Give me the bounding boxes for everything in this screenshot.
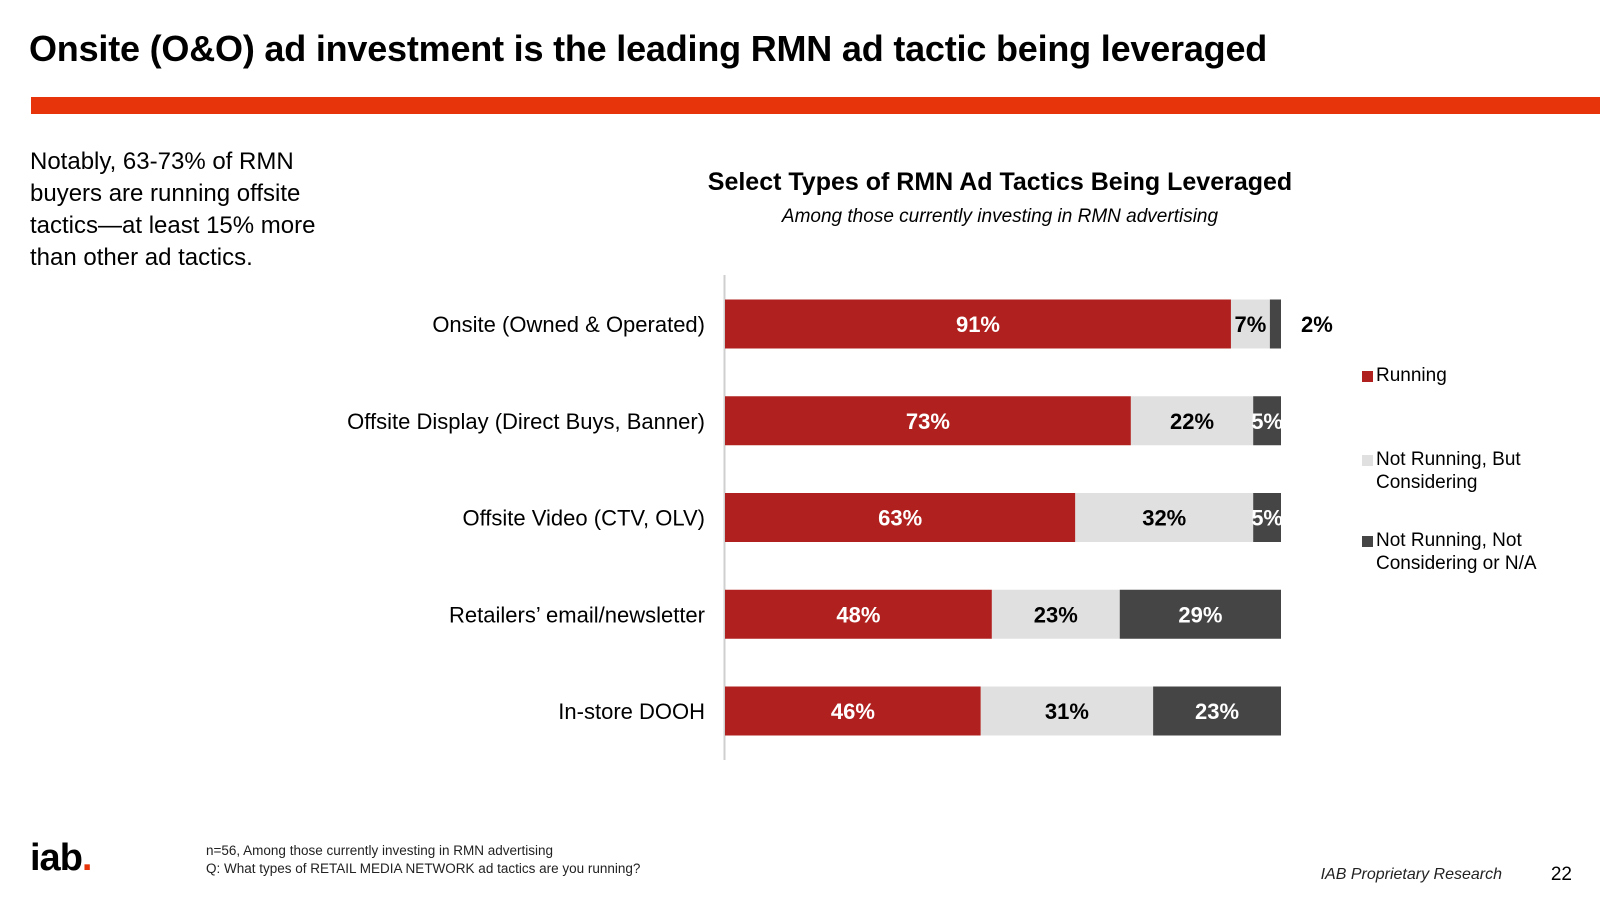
title-accent-bar xyxy=(31,97,1600,114)
chart-title: Select Types of RMN Ad Tactics Being Lev… xyxy=(707,168,1293,196)
bar-segment xyxy=(1269,299,1281,349)
legend-swatch-considering xyxy=(1362,455,1373,466)
footnote: n=56, Among those currently investing in… xyxy=(206,842,640,878)
data-label: 5% xyxy=(1251,409,1283,434)
legend-label-considering: Not Running, But Considering xyxy=(1376,449,1521,493)
bar-segment xyxy=(1153,686,1281,736)
callout-text: Notably, 63-73% of RMN buyers are runnin… xyxy=(30,148,316,271)
bar-segment xyxy=(1253,493,1281,542)
page-number: 22 xyxy=(1550,864,1572,885)
data-label: 73% xyxy=(906,409,950,434)
bar-segment xyxy=(1075,493,1254,542)
bar-segment xyxy=(1230,299,1270,349)
data-label: 29% xyxy=(1178,602,1222,627)
category-label: Retailers’ email/newsletter xyxy=(449,602,705,627)
bar-segment xyxy=(725,686,981,736)
data-label: 91% xyxy=(956,312,1000,337)
page-title: Onsite (O&O) ad investment is the leadin… xyxy=(29,28,1268,69)
legend-swatch-not-considering xyxy=(1362,536,1373,547)
chart-subtitle: Among those currently investing in RMN a… xyxy=(781,206,1219,227)
bar-segment xyxy=(1130,396,1254,446)
data-label: 5% xyxy=(1251,506,1283,531)
category-label: Onsite (Owned & Operated) xyxy=(432,312,705,337)
data-label: 46% xyxy=(831,699,875,724)
data-label: 2% xyxy=(1301,312,1333,337)
category-label: Offsite Video (CTV, OLV) xyxy=(462,506,705,531)
category-label: In-store DOOH xyxy=(558,699,705,724)
footnote-sample: n=56, Among those currently investing in… xyxy=(206,843,554,858)
data-label: 23% xyxy=(1034,602,1078,627)
bar-segment xyxy=(980,686,1154,736)
category-label: Offsite Display (Direct Buys, Banner) xyxy=(347,409,705,434)
legend-label-not-considering: Not Running, Not Considering or N/A xyxy=(1376,530,1537,574)
footnote-question: Q: What types of RETAIL MEDIA NETWORK ad… xyxy=(206,861,641,876)
data-label: 48% xyxy=(836,602,880,627)
data-label: 32% xyxy=(1142,506,1186,531)
legend-label-running: Running xyxy=(1376,365,1447,386)
logo-text: iab xyxy=(30,837,83,879)
data-label: 31% xyxy=(1045,699,1089,724)
bar-segment xyxy=(725,396,1131,446)
logo-dot: . xyxy=(81,837,93,879)
data-label: 22% xyxy=(1170,409,1214,434)
bar-segment xyxy=(991,589,1120,639)
data-label: 23% xyxy=(1195,699,1239,724)
bar-segment xyxy=(725,299,1231,349)
bar-segment xyxy=(725,493,1076,542)
data-label: 7% xyxy=(1235,312,1267,337)
bar-segment xyxy=(1119,589,1281,639)
data-label: 63% xyxy=(878,506,922,531)
bar-segment xyxy=(1253,396,1281,446)
bar-segment xyxy=(725,589,992,639)
iab-logo: iab. xyxy=(30,837,93,879)
legend-swatch-running xyxy=(1362,371,1373,382)
footer-brand: IAB Proprietary Research xyxy=(1320,866,1502,883)
